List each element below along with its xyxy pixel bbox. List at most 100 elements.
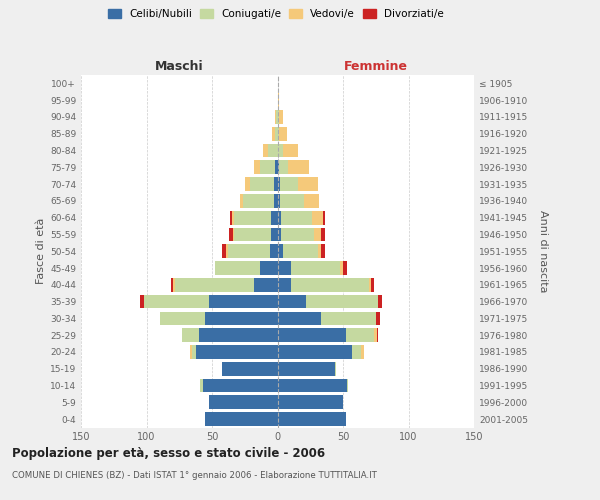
Bar xyxy=(190,345,193,359)
Bar xyxy=(271,211,277,224)
Bar xyxy=(279,160,288,174)
Bar xyxy=(275,160,277,174)
Bar xyxy=(277,362,335,376)
Bar xyxy=(173,278,175,291)
Bar xyxy=(269,244,277,258)
Bar xyxy=(244,194,274,208)
Bar xyxy=(272,127,275,140)
Bar xyxy=(276,110,277,124)
Bar xyxy=(196,345,277,359)
Bar xyxy=(318,244,321,258)
Bar xyxy=(200,378,203,392)
Bar xyxy=(209,396,277,409)
Bar xyxy=(277,144,283,158)
Bar xyxy=(280,177,298,191)
Bar xyxy=(321,228,325,241)
Bar xyxy=(321,244,325,258)
Bar xyxy=(223,362,277,376)
Bar xyxy=(277,194,280,208)
Bar xyxy=(263,144,268,158)
Bar xyxy=(298,177,318,191)
Bar xyxy=(290,261,340,275)
Bar xyxy=(160,312,205,326)
Text: Popolazione per età, sesso e stato civile - 2006: Popolazione per età, sesso e stato civil… xyxy=(12,448,325,460)
Bar xyxy=(172,278,173,291)
Bar xyxy=(361,345,364,359)
Bar xyxy=(288,160,309,174)
Bar xyxy=(193,345,196,359)
Bar xyxy=(232,211,234,224)
Bar xyxy=(277,378,347,392)
Bar xyxy=(340,261,343,275)
Bar xyxy=(234,228,271,241)
Bar xyxy=(277,177,280,191)
Bar xyxy=(277,278,290,291)
Bar xyxy=(205,312,277,326)
Bar xyxy=(274,194,277,208)
Bar xyxy=(377,328,379,342)
Bar xyxy=(215,261,260,275)
Bar xyxy=(199,328,277,342)
Bar xyxy=(369,278,371,291)
Bar xyxy=(260,261,277,275)
Bar xyxy=(280,194,304,208)
Bar xyxy=(275,127,277,140)
Text: COMUNE DI CHIENES (BZ) - Dati ISTAT 1° gennaio 2006 - Elaborazione TUTTITALIA.IT: COMUNE DI CHIENES (BZ) - Dati ISTAT 1° g… xyxy=(12,471,377,480)
Bar xyxy=(277,328,346,342)
Y-axis label: Fasce di età: Fasce di età xyxy=(36,218,46,284)
Bar xyxy=(271,228,277,241)
Bar xyxy=(223,244,226,258)
Bar xyxy=(230,211,232,224)
Bar xyxy=(314,228,321,241)
Legend: Celibi/Nubili, Coniugati/e, Vedovi/e, Divorziati/e: Celibi/Nubili, Coniugati/e, Vedovi/e, Di… xyxy=(104,5,448,24)
Bar xyxy=(277,396,343,409)
Bar xyxy=(203,378,277,392)
Bar xyxy=(346,328,374,342)
Bar xyxy=(279,110,283,124)
Bar xyxy=(268,144,277,158)
Bar xyxy=(277,345,352,359)
Bar xyxy=(277,211,281,224)
Y-axis label: Anni di nascita: Anni di nascita xyxy=(538,210,548,292)
Bar xyxy=(274,177,277,191)
Text: Femmine: Femmine xyxy=(344,60,408,72)
Bar xyxy=(277,160,279,174)
Bar xyxy=(283,244,318,258)
Bar xyxy=(277,228,281,241)
Bar xyxy=(175,278,254,291)
Text: Maschi: Maschi xyxy=(155,60,203,72)
Bar xyxy=(182,328,199,342)
Bar xyxy=(277,94,279,107)
Bar xyxy=(233,228,234,241)
Bar xyxy=(343,261,347,275)
Bar xyxy=(304,194,319,208)
Bar xyxy=(205,412,277,426)
Bar xyxy=(254,278,277,291)
Bar xyxy=(371,278,374,291)
Bar xyxy=(277,412,346,426)
Bar xyxy=(281,211,311,224)
Bar xyxy=(275,110,276,124)
Bar xyxy=(283,144,298,158)
Bar xyxy=(281,228,314,241)
Bar xyxy=(376,312,380,326)
Bar xyxy=(307,294,379,308)
Bar xyxy=(260,160,275,174)
Bar xyxy=(352,345,361,359)
Bar xyxy=(323,211,325,224)
Bar xyxy=(144,294,209,308)
Bar xyxy=(277,244,283,258)
Bar xyxy=(374,328,377,342)
Bar xyxy=(277,127,279,140)
Bar xyxy=(277,312,321,326)
Bar xyxy=(226,244,228,258)
Bar xyxy=(279,127,287,140)
Bar xyxy=(379,294,382,308)
Bar xyxy=(228,244,269,258)
Bar xyxy=(335,362,337,376)
Bar xyxy=(239,194,244,208)
Bar xyxy=(277,294,307,308)
Bar xyxy=(277,261,290,275)
Bar xyxy=(140,294,144,308)
Bar xyxy=(290,278,369,291)
